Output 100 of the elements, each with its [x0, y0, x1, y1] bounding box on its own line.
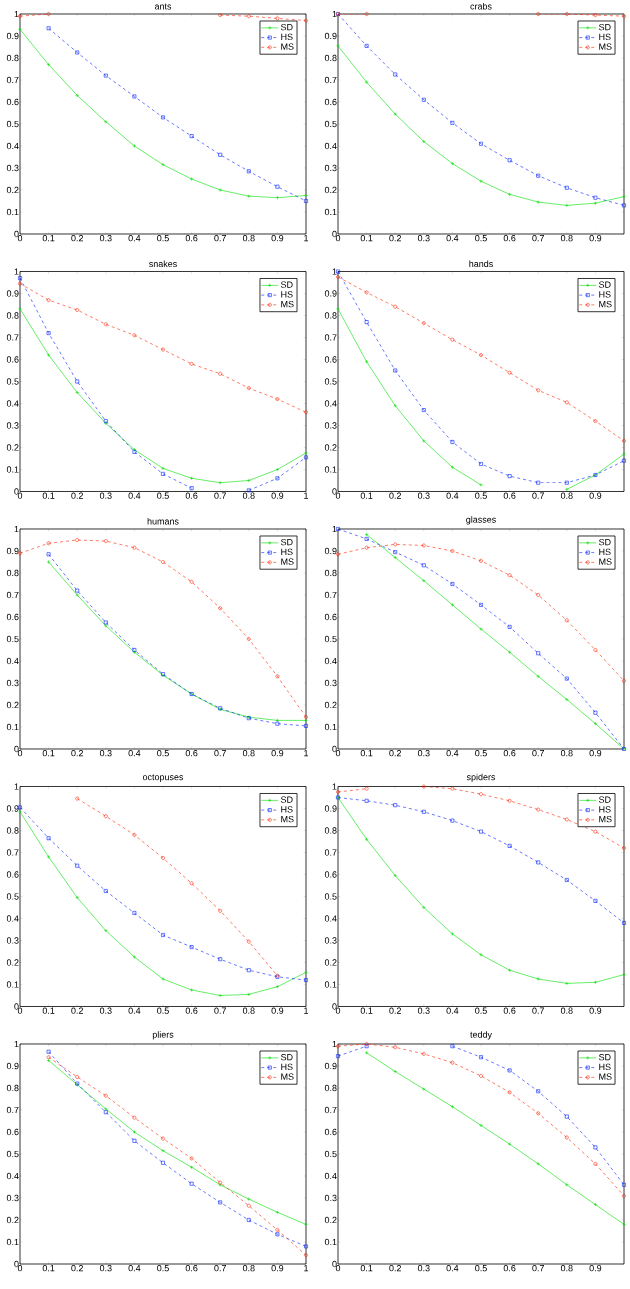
y-tick-label: 0.3	[324, 164, 337, 172]
point	[421, 438, 426, 443]
y-tick-label: 0.6	[6, 871, 19, 878]
legend-label: SD	[598, 796, 611, 803]
point	[218, 1200, 223, 1205]
y-tick-label: 1	[332, 525, 337, 533]
point	[189, 881, 194, 886]
point	[189, 486, 194, 491]
point	[421, 1052, 426, 1056]
x-tick-label: 0.3	[417, 492, 430, 499]
legend-label: MS	[281, 815, 294, 823]
y-tick-label: 0.7	[6, 1106, 19, 1114]
point	[75, 390, 80, 395]
legend-label: SD	[280, 538, 293, 546]
point	[507, 624, 512, 629]
y-tick-label: 0.8	[6, 54, 19, 62]
point	[103, 1110, 108, 1115]
point	[393, 304, 398, 309]
x-tick-label: 0.7	[532, 235, 544, 242]
point	[46, 353, 51, 357]
y-tick-label: 0.4	[324, 657, 337, 665]
legend-label: SD	[280, 281, 293, 288]
point	[593, 1202, 598, 1207]
x-tick-label: 0.4	[446, 750, 459, 757]
x-tick-label: 0.8	[560, 1265, 573, 1272]
chart-title: hands	[469, 260, 493, 267]
y-tick-label: 0.4	[6, 915, 19, 922]
point	[450, 786, 455, 791]
y-tick-label: 0.8	[6, 569, 19, 577]
point	[161, 1160, 165, 1165]
x-tick-label: 0.3	[417, 750, 430, 757]
y-tick-label: 0.4	[324, 1172, 337, 1180]
point	[507, 1090, 512, 1095]
point	[421, 809, 426, 814]
legend-label: MS	[281, 43, 294, 50]
point	[536, 860, 541, 865]
x-tick-label: 1	[304, 235, 309, 242]
point	[189, 134, 194, 138]
x-tick-label: 1	[304, 1007, 309, 1014]
point	[275, 1228, 280, 1232]
y-tick-label: 0.2	[6, 186, 19, 194]
point	[450, 1044, 455, 1049]
chart-title: glasses	[466, 516, 496, 525]
x-tick-label: 0.5	[157, 1265, 169, 1272]
point	[364, 320, 369, 324]
x-tick-label: 0.8	[242, 235, 255, 242]
point	[593, 710, 598, 715]
y-tick-label: 0.7	[324, 334, 337, 341]
point	[132, 911, 137, 915]
point	[304, 1244, 308, 1249]
point	[536, 12, 541, 16]
x-tick-label: 0.3	[99, 1265, 112, 1272]
legend-label: SD	[280, 23, 293, 31]
point	[364, 798, 369, 803]
point	[564, 400, 569, 405]
point	[132, 545, 137, 550]
point	[132, 144, 137, 148]
point	[161, 933, 165, 937]
y-tick-label: 0.5	[6, 120, 19, 128]
y-tick-label: 0.5	[324, 120, 337, 128]
point	[536, 977, 541, 981]
x-tick-label: 0.7	[214, 235, 226, 242]
point	[507, 192, 512, 197]
point	[275, 1210, 280, 1215]
x-tick-label: 0.5	[157, 235, 169, 242]
y-tick-label: 0.9	[6, 1062, 19, 1070]
point	[18, 281, 22, 286]
x-tick-label: 0.1	[42, 1265, 55, 1272]
point	[218, 957, 223, 962]
point	[46, 552, 51, 557]
x-tick-label: 0.2	[389, 492, 401, 499]
y-tick-label: 0.6	[324, 98, 337, 106]
x-tick-label: 0.5	[475, 750, 487, 757]
point	[75, 1075, 80, 1079]
point	[536, 200, 541, 204]
point	[593, 899, 598, 903]
point	[218, 908, 223, 913]
y-tick-label: 0.3	[324, 1194, 337, 1202]
legend-label: SD	[598, 1053, 611, 1061]
legend-label: SD	[598, 281, 611, 288]
point	[364, 12, 369, 16]
y-tick-label: 0.3	[324, 679, 337, 687]
point	[189, 1165, 194, 1170]
y-tick-label: 0.2	[324, 1216, 337, 1224]
point	[564, 487, 569, 492]
x-tick-label: 0.9	[271, 492, 284, 499]
point	[622, 1193, 626, 1198]
point	[536, 593, 541, 597]
point	[189, 361, 194, 366]
x-tick-label: 0.5	[157, 1007, 169, 1014]
y-tick-label: 0.6	[6, 613, 19, 621]
x-tick-label: 1	[304, 750, 309, 757]
y-tick-label: 0.5	[6, 635, 19, 643]
y-tick-label: 0.2	[6, 444, 19, 451]
point	[161, 1148, 165, 1153]
legend-label: HS	[599, 806, 611, 813]
point	[622, 14, 626, 19]
point	[246, 992, 251, 997]
x-tick-label: 0.2	[71, 750, 83, 757]
point	[564, 981, 569, 986]
